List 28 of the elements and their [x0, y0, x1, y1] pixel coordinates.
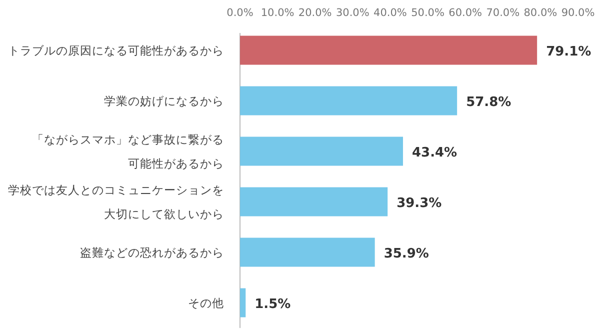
data-label: 1.5% [254, 296, 291, 312]
bar [240, 86, 458, 116]
x-tick-label: 40.0% [374, 7, 407, 19]
bar [240, 238, 375, 267]
data-label: 57.8% [466, 94, 512, 110]
y-tick-label: 盗難などの恐れがあるから [80, 245, 224, 260]
data-label: 39.3% [396, 196, 442, 211]
data-label: 35.9% [384, 246, 429, 262]
y-tick-label: 学業の妨げになるから [104, 94, 224, 108]
x-tick-label: 80.0% [524, 7, 558, 19]
y-tick-label: 「ながらスマホ」など事故に繋がる可能性があるから [32, 132, 224, 170]
x-tick-label: 90.0% [561, 7, 595, 19]
x-tick-label: 70.0% [486, 7, 520, 19]
y-tick-label: その他 [188, 296, 224, 310]
bar [240, 187, 388, 216]
x-tick-label: 20.0% [298, 7, 332, 19]
x-tick-label: 60.0% [448, 7, 482, 19]
data-label: 79.1% [546, 44, 592, 60]
bar [240, 36, 538, 65]
data-label: 43.4% [412, 145, 458, 160]
y-tick-label: トラブルの原因になる可能性があるから [8, 43, 224, 58]
x-tick-label: 50.0% [411, 7, 444, 19]
x-tick-label: 0.0% [226, 7, 254, 19]
bar [240, 288, 246, 318]
x-tick-label: 10.0% [260, 7, 294, 19]
x-tick-label: 30.0% [336, 7, 370, 19]
bar [240, 136, 403, 166]
y-tick-label: 学校では友人とのコミュニケーションを大切にして欲しいから [8, 182, 224, 221]
